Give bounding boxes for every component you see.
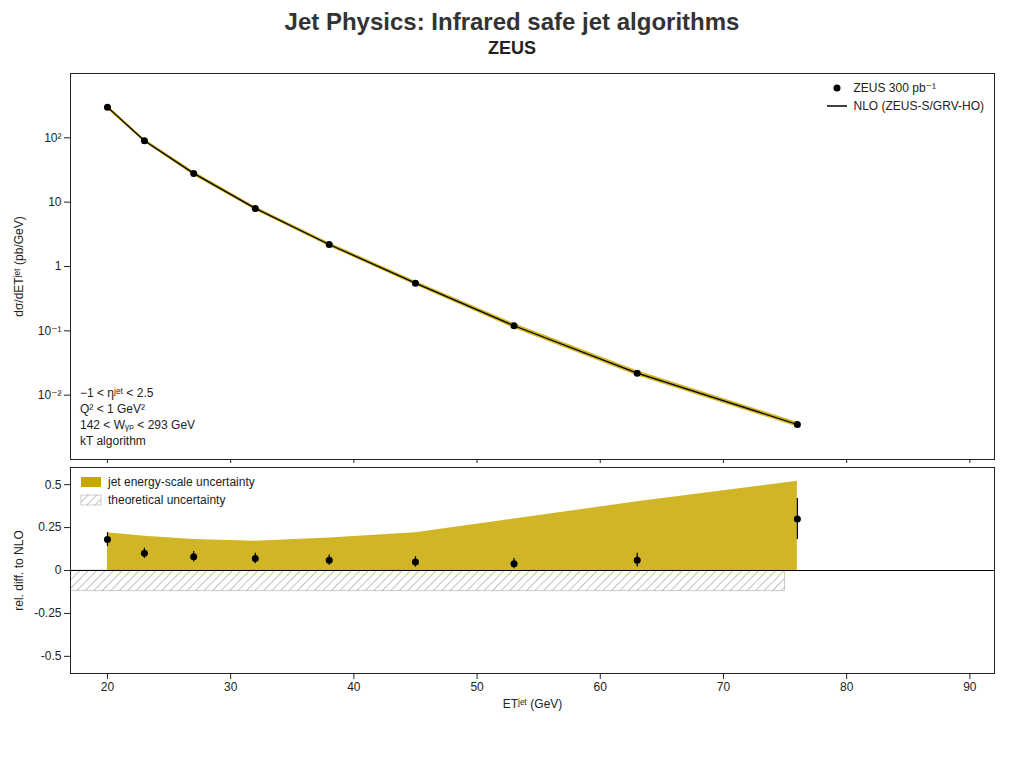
html-text:jet energy-scale uncertainty: jet energy-scale uncertainty — [108, 475, 255, 489]
svg-text:20: 20 — [101, 680, 115, 694]
html-text:−1 < ηʲᵉᵗ < 2.5: −1 < ηʲᵉᵗ < 2.5 — [80, 386, 154, 400]
svg-text:80: 80 — [840, 680, 854, 694]
svg-text:10²: 10² — [44, 131, 61, 145]
svg-text:1: 1 — [55, 259, 62, 273]
html-text:142 < Wᵧₚ < 293 GeV: 142 < Wᵧₚ < 293 GeV — [80, 418, 196, 432]
svg-text:60: 60 — [594, 680, 608, 694]
svg-text:10: 10 — [48, 195, 62, 209]
html-text:kT algorithm: kT algorithm — [80, 434, 146, 448]
html-text:Q² < 1 GeV²: Q² < 1 GeV² — [80, 402, 145, 416]
svg-text:10⁻²: 10⁻² — [38, 388, 62, 402]
html-text:NLO (ZEUS-S/GRV-HO): NLO (ZEUS-S/GRV-HO) — [853, 99, 984, 113]
html-text:ZEUS: ZEUS — [488, 38, 536, 58]
svg-text:-0.5: -0.5 — [41, 649, 62, 663]
svg-text:rel. diff. to NLO: rel. diff. to NLO — [12, 530, 26, 610]
html-text:ZEUS 300 pb⁻¹: ZEUS 300 pb⁻¹ — [853, 81, 936, 95]
svg-text:0.5: 0.5 — [45, 478, 62, 492]
svg-text:30: 30 — [224, 680, 238, 694]
svg-text:50: 50 — [470, 680, 484, 694]
svg-text:dσ/dETʲᵉᵗ (pb/GeV): dσ/dETʲᵉᵗ (pb/GeV) — [12, 216, 26, 316]
svg-text:90: 90 — [963, 680, 977, 694]
svg-text:40: 40 — [347, 680, 361, 694]
html-text:Jet Physics: Infrared safe jet: Jet Physics: Infrared safe jet algorithm… — [284, 8, 740, 35]
svg-text:70: 70 — [717, 680, 731, 694]
svg-text:ETʲᵉᵗ (GeV): ETʲᵉᵗ (GeV) — [503, 697, 563, 711]
html-text:theoretical uncertainty: theoretical uncertainty — [108, 493, 226, 507]
svg-text:-0.25: -0.25 — [34, 606, 62, 620]
svg-text:10⁻¹: 10⁻¹ — [38, 324, 62, 338]
svg-text:0.25: 0.25 — [38, 520, 62, 534]
svg-text:0: 0 — [55, 563, 62, 577]
